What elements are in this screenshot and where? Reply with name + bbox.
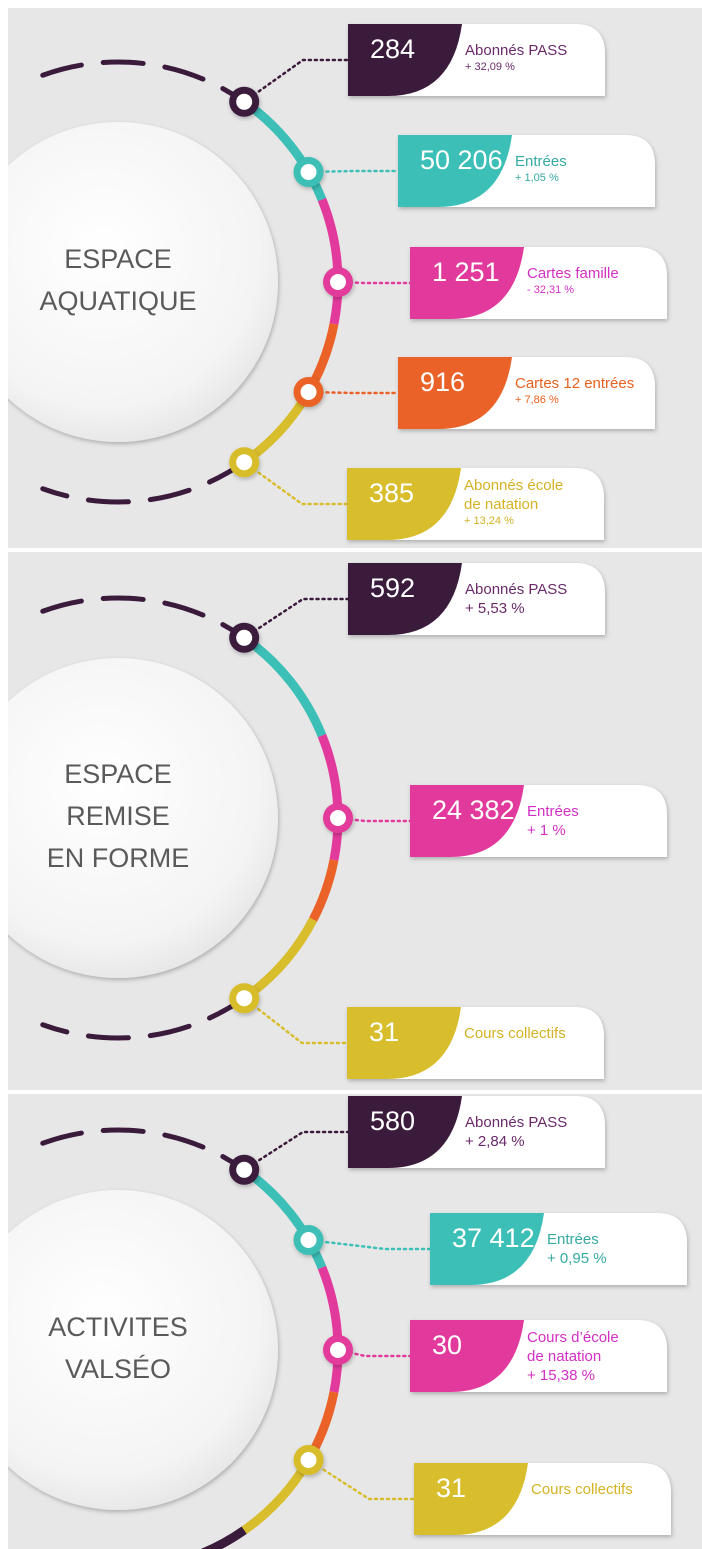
node-center bbox=[236, 1161, 253, 1178]
panel: ESPACE AQUATIQUE 284 Abonnés PASS + 32,09 % 5… bbox=[8, 8, 702, 548]
item-label: Cartes famille bbox=[527, 265, 619, 282]
item-label: de natation bbox=[464, 496, 538, 513]
connector bbox=[242, 996, 349, 1045]
ring-segment bbox=[309, 859, 339, 922]
item-value: 580 bbox=[370, 1106, 415, 1136]
item-value: 385 bbox=[369, 478, 414, 508]
item-value: 30 bbox=[432, 1330, 462, 1360]
section-title: ESPACE bbox=[64, 244, 172, 274]
node-center bbox=[236, 990, 253, 1007]
item-change: + 15,38 % bbox=[527, 1367, 595, 1384]
dashed-arc bbox=[40, 1127, 247, 1173]
item-value: 31 bbox=[369, 1017, 399, 1047]
item-label: Abonnés école bbox=[464, 477, 563, 494]
node-center bbox=[300, 1232, 317, 1248]
item-change: + 5,53 % bbox=[465, 600, 525, 617]
item-change: + 1,05 % bbox=[515, 172, 559, 184]
item-label: Abonnés PASS bbox=[465, 1114, 567, 1131]
section-title: ESPACE bbox=[64, 759, 172, 789]
item-value: 37 412 bbox=[452, 1223, 535, 1253]
item-value: 24 382 bbox=[432, 795, 515, 825]
ring-segment bbox=[317, 1265, 343, 1393]
node-center bbox=[330, 274, 346, 290]
card-value-block bbox=[398, 357, 512, 429]
card-value-block bbox=[410, 1320, 524, 1392]
node-center bbox=[236, 93, 253, 110]
item-label: Cours d’école bbox=[527, 1329, 619, 1346]
connector bbox=[242, 58, 350, 104]
item-value: 50 206 bbox=[420, 145, 503, 175]
node-center bbox=[300, 164, 317, 180]
item-change: - 32,31 % bbox=[527, 284, 574, 296]
item-label: Abonnés PASS bbox=[465, 42, 567, 59]
item-label: Entrées bbox=[515, 153, 567, 170]
item-label: Entrées bbox=[527, 803, 579, 820]
ring-segment bbox=[317, 733, 343, 861]
panel: ESPACE REMISE EN FORME 592 Abonnés PASS + 5,5… bbox=[8, 552, 702, 1090]
panel-content: ACTIVITES VALSÉO 580 Abonnés PASS + 2,84 % 37… bbox=[8, 1096, 687, 1549]
section-title: EN FORME bbox=[47, 843, 190, 873]
section-title: AQUATIQUE bbox=[39, 286, 196, 316]
section-title: ACTIVITES bbox=[48, 1312, 188, 1342]
node-center bbox=[236, 454, 253, 471]
item-change: + 7,86 % bbox=[515, 394, 559, 406]
disc bbox=[8, 122, 278, 442]
dashed-arc bbox=[40, 995, 247, 1041]
item-change: + 1 % bbox=[527, 822, 566, 839]
item-value: 1 251 bbox=[432, 257, 500, 287]
node-center bbox=[330, 1342, 346, 1358]
disc bbox=[8, 1190, 278, 1510]
item-value: 31 bbox=[436, 1473, 466, 1503]
item-change: + 32,09 % bbox=[465, 61, 515, 73]
card-value-block bbox=[398, 135, 512, 207]
node-center bbox=[236, 629, 253, 646]
dashed-arc bbox=[40, 59, 247, 105]
card-value-block bbox=[347, 1007, 461, 1079]
card-value-block bbox=[347, 468, 461, 540]
item-value: 284 bbox=[370, 34, 415, 64]
ring-segment bbox=[200, 1526, 247, 1549]
item-label: Abonnés PASS bbox=[465, 581, 567, 598]
panel: ACTIVITES VALSÉO 580 Abonnés PASS + 2,84 % 37… bbox=[8, 1094, 702, 1549]
connector bbox=[242, 1130, 350, 1172]
connector bbox=[307, 1458, 416, 1501]
item-label: Cours collectifs bbox=[531, 1481, 633, 1498]
card-value-block bbox=[430, 1213, 544, 1285]
item-change: + 0,95 % bbox=[547, 1250, 607, 1267]
item-label: de natation bbox=[527, 1348, 601, 1365]
dashed-arc bbox=[40, 459, 247, 505]
node-center bbox=[300, 1452, 317, 1468]
node-center bbox=[300, 384, 317, 400]
card-value-block bbox=[414, 1463, 528, 1535]
connector bbox=[307, 1238, 432, 1251]
card-value-block bbox=[348, 1096, 462, 1168]
panel-content: ESPACE REMISE EN FORME 592 Abonnés PASS + 5,5… bbox=[8, 563, 667, 1079]
card-value-block bbox=[410, 785, 524, 857]
item-label: Cartes 12 entrées bbox=[515, 375, 634, 392]
panel-content: ESPACE AQUATIQUE 284 Abonnés PASS + 32,09 % 5… bbox=[8, 24, 667, 540]
node-center bbox=[330, 810, 346, 826]
connector bbox=[242, 460, 349, 506]
card-value-block bbox=[410, 247, 524, 319]
item-value: 916 bbox=[420, 367, 465, 397]
disc bbox=[8, 658, 278, 978]
ring-segment bbox=[317, 197, 343, 325]
dashed-arc bbox=[40, 595, 247, 641]
item-label: Entrées bbox=[547, 1231, 599, 1248]
card-value-block bbox=[348, 563, 462, 635]
item-label: Cours collectifs bbox=[464, 1025, 566, 1042]
item-change: + 13,24 % bbox=[464, 515, 514, 527]
item-change: + 2,84 % bbox=[465, 1133, 525, 1150]
connector bbox=[242, 597, 350, 640]
section-title: VALSÉO bbox=[65, 1354, 171, 1384]
item-value: 592 bbox=[370, 573, 415, 603]
card-value-block bbox=[348, 24, 462, 96]
section-title: REMISE bbox=[66, 801, 170, 831]
